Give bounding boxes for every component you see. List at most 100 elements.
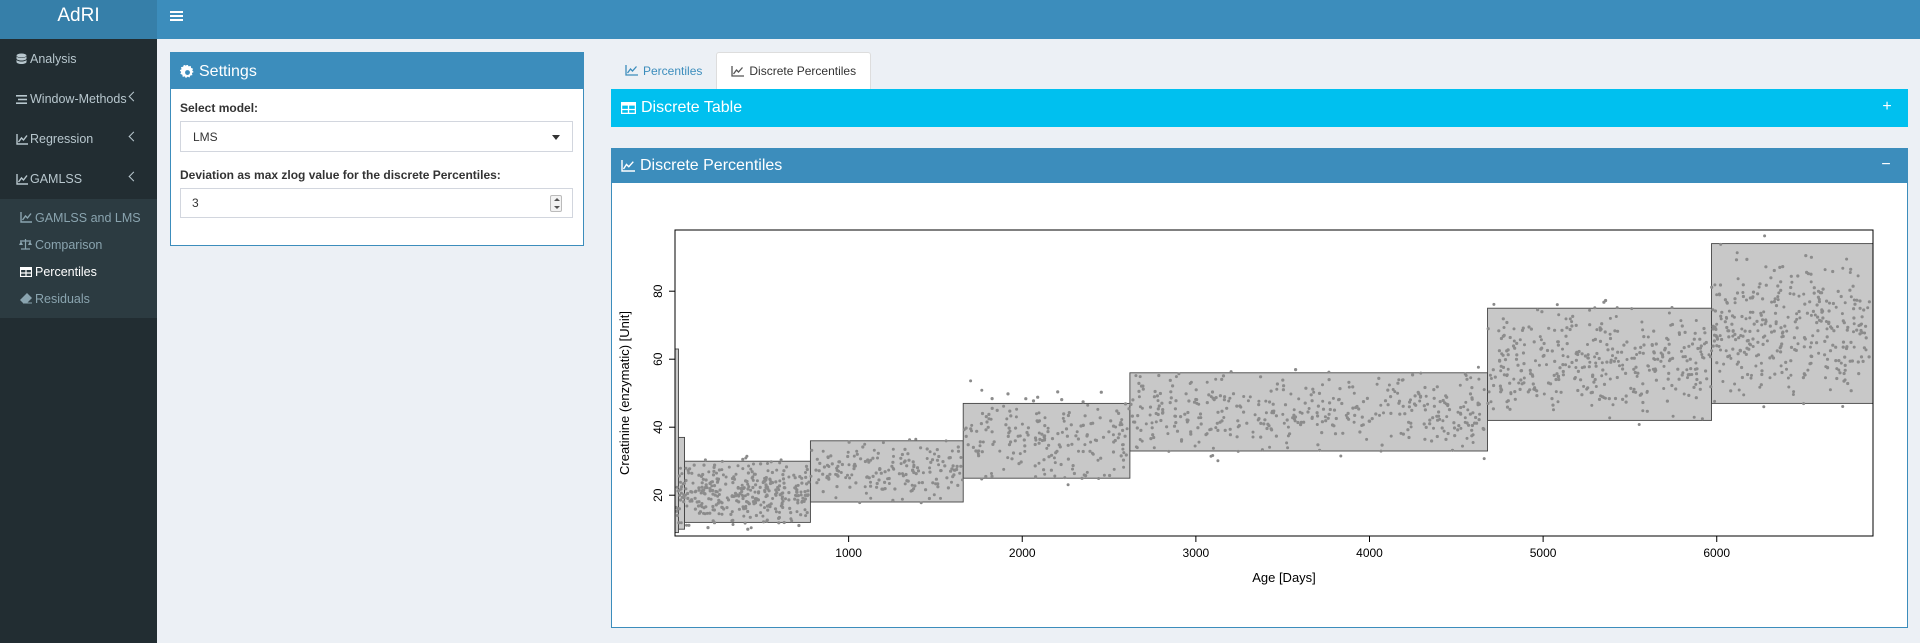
submenu-item-residuals[interactable]: Residuals xyxy=(0,285,157,312)
data-point xyxy=(1633,370,1637,375)
data-point xyxy=(1235,435,1239,439)
data-point xyxy=(1374,412,1378,416)
data-point xyxy=(1482,388,1486,392)
data-point xyxy=(1719,242,1723,246)
data-point xyxy=(717,493,721,496)
data-point xyxy=(1809,341,1813,345)
table-icon xyxy=(621,102,636,114)
data-point xyxy=(1622,343,1626,347)
data-point xyxy=(1857,324,1861,328)
data-point xyxy=(1066,457,1070,461)
data-point xyxy=(1351,406,1355,410)
data-point xyxy=(929,460,933,464)
data-point xyxy=(1227,399,1231,403)
data-point xyxy=(1553,328,1557,332)
hamburger-menu-icon[interactable] xyxy=(170,9,186,23)
data-point xyxy=(1815,303,1819,307)
data-point xyxy=(1852,322,1856,326)
data-point xyxy=(1680,373,1684,377)
tab-discrete-percentiles[interactable]: Discrete Percentiles xyxy=(716,52,872,89)
deviation-input[interactable]: 3 xyxy=(180,188,573,218)
data-point xyxy=(1685,368,1689,372)
model-select[interactable]: LMS xyxy=(180,121,573,152)
data-point xyxy=(782,469,786,473)
data-point xyxy=(933,452,936,456)
data-point xyxy=(693,490,697,494)
data-point xyxy=(1471,433,1475,437)
data-point xyxy=(682,500,686,504)
data-point xyxy=(1137,381,1141,385)
data-point xyxy=(1102,473,1106,477)
submenu-item-gamlss-and-lms[interactable]: GAMLSS and LMS xyxy=(0,204,157,231)
line-chart-icon xyxy=(15,133,28,145)
app-logo[interactable]: AdRI xyxy=(0,0,157,39)
data-point xyxy=(1792,292,1796,296)
data-point xyxy=(1070,442,1074,446)
data-point xyxy=(1632,387,1636,391)
data-point xyxy=(930,458,935,462)
chevron-left-icon xyxy=(128,131,139,142)
data-point xyxy=(1060,430,1064,434)
gear-icon xyxy=(180,64,195,80)
collapse-minus-icon[interactable]: − xyxy=(1881,156,1891,173)
submenu-item-comparison[interactable]: Comparison xyxy=(0,231,157,258)
sidebar-item-window-methods[interactable]: Window-Methods xyxy=(0,79,157,119)
expand-plus-icon[interactable]: + xyxy=(1882,98,1892,115)
data-point xyxy=(1824,365,1828,369)
data-point xyxy=(893,487,897,491)
number-spinner-icon[interactable] xyxy=(550,195,562,212)
data-point xyxy=(1741,294,1745,299)
data-point xyxy=(1379,449,1383,453)
data-point xyxy=(1839,361,1843,365)
data-point xyxy=(1298,410,1302,414)
sidebar-item-regression[interactable]: Regression xyxy=(0,119,157,159)
data-point xyxy=(1294,368,1298,372)
percentile-band xyxy=(962,402,1131,479)
data-point xyxy=(1101,435,1106,439)
eraser-icon xyxy=(19,293,32,305)
data-point xyxy=(684,466,688,470)
tab-percentiles[interactable]: Percentiles xyxy=(611,52,716,89)
data-point xyxy=(869,480,872,484)
data-point xyxy=(774,510,778,514)
sidebar-item-gamlss[interactable]: GAMLSS xyxy=(0,159,157,199)
data-point xyxy=(1486,327,1490,331)
data-point xyxy=(1140,406,1144,410)
data-point xyxy=(1539,347,1543,351)
data-point xyxy=(1834,305,1838,309)
data-point xyxy=(990,430,994,434)
data-point xyxy=(1694,361,1698,365)
data-point xyxy=(1066,483,1070,487)
data-point xyxy=(912,463,916,467)
data-point xyxy=(746,527,750,531)
data-point xyxy=(1456,428,1460,432)
data-point xyxy=(1779,326,1783,330)
data-point xyxy=(1083,414,1087,418)
data-point xyxy=(1389,395,1393,399)
data-point xyxy=(1414,403,1418,407)
data-point xyxy=(943,464,947,468)
data-point xyxy=(1798,316,1802,320)
data-point xyxy=(781,477,786,481)
data-point xyxy=(1647,368,1651,372)
data-point xyxy=(1667,342,1671,346)
data-point xyxy=(1768,376,1772,380)
data-point xyxy=(887,468,891,472)
data-point xyxy=(830,462,834,466)
sidebar-item-analysis[interactable]: Analysis xyxy=(0,39,157,79)
data-point xyxy=(1391,388,1395,391)
data-point xyxy=(1670,306,1674,309)
submenu-item-percentiles[interactable]: Percentiles xyxy=(0,258,157,285)
data-point xyxy=(1208,428,1212,432)
data-point xyxy=(975,429,979,433)
data-point xyxy=(865,475,869,479)
data-point xyxy=(1576,388,1580,393)
data-point xyxy=(1608,332,1612,336)
data-point xyxy=(709,497,713,501)
data-point xyxy=(1630,356,1634,360)
data-point xyxy=(793,497,797,501)
data-point xyxy=(754,513,758,518)
data-point xyxy=(1777,291,1781,295)
data-point xyxy=(1611,403,1615,407)
